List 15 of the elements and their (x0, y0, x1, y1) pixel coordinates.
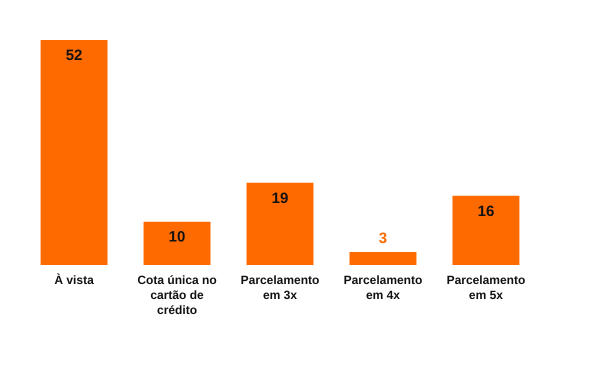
data-label: 52 (66, 47, 82, 64)
bar (452, 196, 520, 265)
bar (350, 252, 416, 265)
data-label: 19 (272, 190, 288, 207)
bar (246, 182, 314, 265)
bar (144, 222, 210, 265)
x-tick-label: Parcelamento em 3x (240, 273, 320, 302)
x-tick-label: Cota única no cartão de crédito (137, 273, 217, 317)
x-tick-label: Parcelamento em 5x (446, 273, 526, 302)
data-label: 10 (168, 228, 186, 246)
x-tick-label: À vista (54, 273, 94, 287)
data-label: 3 (378, 230, 388, 248)
bar (40, 40, 108, 265)
data-label: 16 (478, 202, 494, 220)
x-tick-label: Parcelamento em 4x (344, 273, 422, 302)
